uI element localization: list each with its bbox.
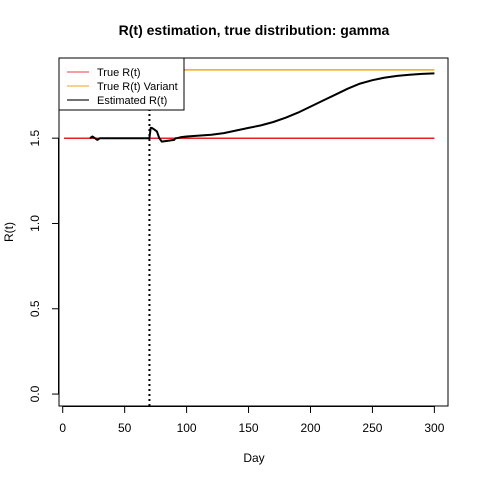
y-tick-label: 1.0 [28,215,42,232]
y-axis: 0.0 0.5 1.0 1.5 [28,130,59,402]
legend-label-estimated-rt: Estimated R(t) [97,95,167,107]
y-tick-label: 0.0 [28,385,42,402]
x-tick-label: 150 [239,421,259,435]
chart-title: R(t) estimation, true distribution: gamm… [119,22,390,38]
series-estimated-rt-line [89,72,435,143]
legend: True R(t) True R(t) Variant Estimated R(t) [58,57,185,111]
y-tick-label: 0.5 [28,300,42,317]
x-tick-label: 200 [300,421,320,435]
legend-label-true-rt-variant: True R(t) Variant [97,81,178,93]
x-tick-label: 250 [362,421,382,435]
series-layer [64,58,435,406]
y-tick-label: 1.5 [28,130,42,147]
x-axis: 0 50 100 150 200 250 300 [59,406,445,435]
y-axis-label: R(t) [2,222,16,242]
x-tick-label: 300 [424,421,444,435]
legend-label-true-rt: True R(t) [97,67,141,79]
legend-box [58,57,185,111]
x-tick-label: 100 [177,421,197,435]
x-tick-label: 50 [118,421,132,435]
x-tick-label: 0 [59,421,66,435]
x-axis-label: Day [243,451,264,465]
